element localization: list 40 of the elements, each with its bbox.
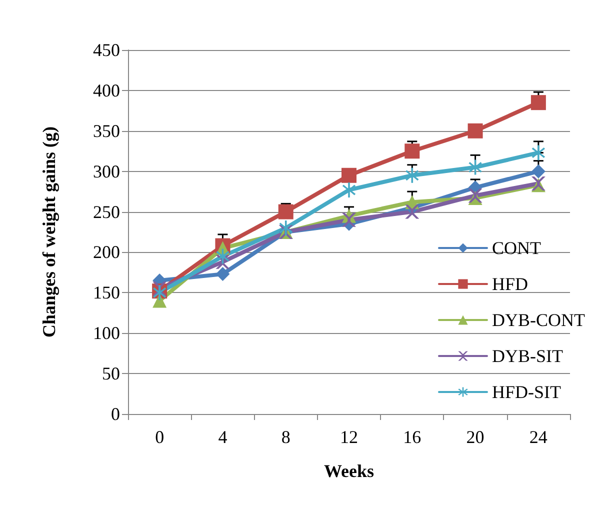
x-tick-label: 20 <box>466 427 484 447</box>
point <box>342 182 356 198</box>
y-tick-label: 350 <box>93 120 120 141</box>
y-tick-label: 300 <box>93 161 120 182</box>
point <box>406 168 419 183</box>
point <box>216 267 230 282</box>
y-tick-label: 0 <box>111 404 120 424</box>
point <box>404 144 420 159</box>
legend-label: HFD-SIT <box>492 382 562 402</box>
point <box>532 145 546 160</box>
y-tick-label: 200 <box>93 242 120 262</box>
y-tick-label: 150 <box>93 282 120 303</box>
point <box>342 168 356 183</box>
legend-label: DYB-CONT <box>492 310 586 330</box>
y-tick-label: 250 <box>93 202 120 222</box>
point <box>279 220 292 236</box>
point <box>342 212 356 227</box>
y-tick-label: 450 <box>93 40 120 60</box>
point <box>405 204 420 219</box>
y-tick-label: 100 <box>93 323 120 344</box>
point <box>531 164 546 178</box>
point <box>530 95 546 110</box>
x-tick-label: 4 <box>218 427 228 447</box>
point <box>468 123 483 138</box>
legend-label: CONT <box>492 238 542 258</box>
point <box>278 204 294 220</box>
y-axis-title: Changes of weight gains (g) <box>39 126 59 338</box>
legend-label: DYB-SIT <box>492 346 564 366</box>
y-tick-label: 50 <box>102 364 120 384</box>
point <box>216 248 230 264</box>
x-axis-title: Weeks <box>324 461 374 481</box>
point <box>468 160 482 175</box>
legend-label: HFD <box>492 274 528 294</box>
x-tick-label: 0 <box>155 427 164 447</box>
y-tick-label: 400 <box>93 80 120 100</box>
point <box>468 188 482 203</box>
x-tick-label: 16 <box>403 427 422 447</box>
x-tick-label: 8 <box>281 427 290 447</box>
x-tick-label: 12 <box>340 427 358 447</box>
x-tick-label: 24 <box>529 427 548 447</box>
